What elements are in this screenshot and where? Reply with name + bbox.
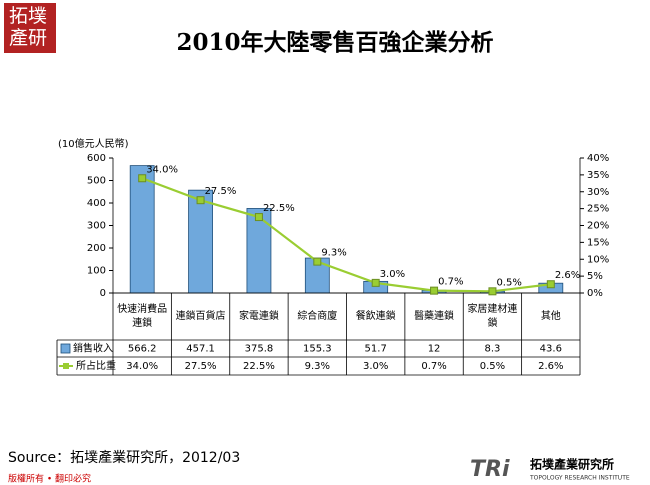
line-marker xyxy=(488,287,497,296)
x-tick-label: 綜合商廈 xyxy=(297,310,338,322)
table-value: 457.1 xyxy=(186,344,215,355)
bar xyxy=(129,165,155,294)
data-label: 0.5% xyxy=(496,277,521,288)
y-tick-label: 500 xyxy=(87,176,106,187)
data-label: 2.6% xyxy=(555,270,580,281)
table-value: 9.3% xyxy=(305,361,330,372)
data-label: 0.7% xyxy=(438,277,463,288)
y2-tick-label: 25% xyxy=(587,204,609,215)
table-value: 34.0% xyxy=(126,361,158,372)
x-tick-label: 連鎖百貨店 xyxy=(175,310,226,322)
y2-tick-label: 40% xyxy=(587,153,609,164)
y-tick-label: 200 xyxy=(87,243,106,254)
table-value: 43.6 xyxy=(540,344,562,355)
y-tick-label: 300 xyxy=(87,221,106,232)
line-marker xyxy=(313,257,322,266)
logo-sub: TOPOLOGY RESEARCH INSTITUTE xyxy=(529,475,630,482)
table-value: 375.8 xyxy=(245,344,274,355)
table-value: 155.3 xyxy=(303,344,332,355)
y2-tick-label: 0% xyxy=(587,288,603,299)
chart-title: 2010年大陸零售百強企業分析 xyxy=(176,29,493,56)
line-marker xyxy=(196,196,205,205)
logo: 拓墣產研 xyxy=(8,5,47,49)
table-value: 2.6% xyxy=(538,361,563,372)
y2-tick-label: 30% xyxy=(587,187,609,198)
table-value: 27.5% xyxy=(185,361,217,372)
x-tick-label: 餐飲連鎖 xyxy=(355,310,396,322)
category-cell: 餐飲連鎖 xyxy=(355,310,396,322)
logo-wrap: 拓墣產研 xyxy=(8,5,47,49)
data-label: 3.0% xyxy=(380,269,405,280)
line-marker xyxy=(371,278,380,287)
legend-label: 銷售收入 xyxy=(73,342,113,355)
legend-swatch xyxy=(60,343,71,354)
table-value: 0.5% xyxy=(480,361,505,372)
y2-tick-label: 15% xyxy=(587,237,609,248)
logo-box xyxy=(4,3,56,53)
y-tick-label: 400 xyxy=(87,198,106,209)
data-label: 27.5% xyxy=(205,186,237,197)
y-tick-label: 100 xyxy=(87,266,106,277)
bar xyxy=(246,208,272,294)
y2-tick-label: 10% xyxy=(587,254,609,265)
y-axis-label: (10億元人民幣) xyxy=(58,137,129,150)
data-label: 22.5% xyxy=(263,203,295,214)
copyright: 版權所有 • 翻印必究 xyxy=(8,473,91,485)
table-value: 3.0% xyxy=(363,361,388,372)
x-tick-label: 快速消費品連鎖 xyxy=(117,303,168,329)
y2-tick-label: 35% xyxy=(587,170,609,181)
category-cell: 快速消費品連鎖 xyxy=(117,303,168,329)
y2-tick-label: 5% xyxy=(587,271,603,282)
table-value: 22.5% xyxy=(243,361,275,372)
y-tick-label: 0 xyxy=(100,288,106,299)
source: Source：拓墣產業研究所，2012/03 xyxy=(8,449,240,466)
legend-marker xyxy=(63,363,69,369)
logo-mark: TRi xyxy=(470,457,510,482)
table-value: 0.7% xyxy=(421,361,446,372)
line-marker xyxy=(138,174,147,183)
table-value: 566.2 xyxy=(128,344,157,355)
line-marker xyxy=(546,280,555,289)
legend-label: 所占比重 xyxy=(76,359,116,372)
x-tick-label: 家電連鎖 xyxy=(238,310,279,322)
x-tick-label: 醫藥連鎖 xyxy=(414,310,455,322)
bar xyxy=(188,189,213,294)
x-tick-label: 家居建材連鎖 xyxy=(467,303,518,329)
data-label: 9.3% xyxy=(321,248,346,259)
category-cell: 醫藥連鎖 xyxy=(414,310,455,322)
category-cell: 連鎖百貨店 xyxy=(175,310,226,322)
category-cell: 家居建材連鎖 xyxy=(467,303,518,329)
table-value: 8.3 xyxy=(484,344,500,355)
line-marker xyxy=(254,213,263,222)
table-value: 12 xyxy=(428,344,441,355)
logo-name: 拓墣產業研究所 xyxy=(530,457,614,472)
table-value: 51.7 xyxy=(365,344,387,355)
y2-tick-label: 20% xyxy=(587,221,609,232)
category-cell: 其他 xyxy=(540,310,561,322)
x-tick-label: 其他 xyxy=(540,310,561,322)
data-label: 34.0% xyxy=(146,164,178,175)
line-marker xyxy=(430,286,439,295)
line-series xyxy=(141,177,551,293)
category-cell: 綜合商廈 xyxy=(297,310,338,322)
footer-band xyxy=(0,472,650,485)
y-tick-label: 600 xyxy=(87,153,106,164)
category-cell: 家電連鎖 xyxy=(238,310,279,322)
